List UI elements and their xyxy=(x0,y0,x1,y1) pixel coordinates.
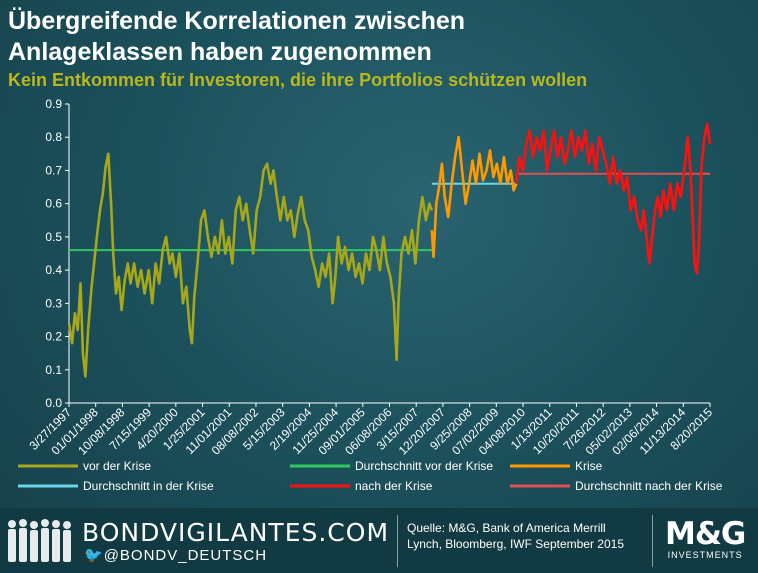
footer-bar xyxy=(0,508,758,573)
people-silhouette-icon xyxy=(8,519,71,562)
footer-divider xyxy=(652,515,653,567)
chart-subtitle: Kein Entkommen für Investoren, die ihre … xyxy=(8,70,588,90)
series-post-line xyxy=(515,122,712,275)
correlation-chart: 0.0 0.1 0.2 0.3 0.4 0.5 0.6 0.7 0.8 0.9 3/27/1997… xyxy=(18,97,723,493)
y-tick-label: 0.4 xyxy=(45,263,62,277)
y-tick-label: 0.6 xyxy=(45,197,62,211)
y-tick-label: 0.3 xyxy=(45,296,62,310)
chart-title: Übergreifende Korrelationen zwischen Anla… xyxy=(8,7,466,66)
series-lines xyxy=(67,122,712,378)
legend-label: Durchschnitt in der Krise xyxy=(83,479,214,493)
series-pre-line xyxy=(67,152,434,378)
y-tick-label: 0.0 xyxy=(45,396,62,410)
brand-link[interactable]: BONDVIGILANTES.COM xyxy=(82,518,390,547)
y-tick-label: 0.5 xyxy=(45,230,62,244)
legend-label: vor der Krise xyxy=(83,459,151,473)
y-tick-label: 0.8 xyxy=(45,130,62,144)
legend-label: Durchschnitt nach der Krise xyxy=(575,479,723,493)
footer-divider xyxy=(397,515,398,567)
source-note: Quelle: M&G, Bank of America Merrill Lyn… xyxy=(407,521,624,551)
y-tick-label: 0.9 xyxy=(45,97,62,111)
y-tick-label: 0.7 xyxy=(45,163,62,177)
legend-label: Durchschnitt vor der Krise xyxy=(355,459,493,473)
y-axis: 0.0 0.1 0.2 0.3 0.4 0.5 0.6 0.7 0.8 0.9 xyxy=(45,97,70,410)
series-crisis-line xyxy=(430,135,518,259)
legend-label: Krise xyxy=(575,459,603,473)
y-tick-label: 0.2 xyxy=(45,330,62,344)
twitter-icon: 🐦 xyxy=(84,547,104,564)
legend-label: nach der Krise xyxy=(355,479,433,493)
x-axis: 3/27/199701/01/199810/08/19987/15/19994/… xyxy=(26,402,715,458)
y-tick-label: 0.1 xyxy=(45,363,62,377)
legend: vor der Krise Durchschnitt vor der Krise K… xyxy=(18,459,723,493)
twitter-handle[interactable]: 🐦@BONDV_DEUTSCH xyxy=(84,547,268,564)
mg-logo: M&G INVESTMENTS xyxy=(665,516,746,560)
